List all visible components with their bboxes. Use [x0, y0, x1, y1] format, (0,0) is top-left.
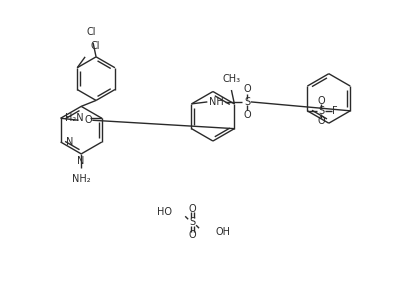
Text: F: F	[332, 106, 338, 116]
Text: S: S	[318, 106, 324, 116]
Text: H₂N: H₂N	[65, 113, 84, 123]
Text: NH₂: NH₂	[72, 174, 90, 184]
Text: CH₃: CH₃	[222, 74, 240, 84]
Text: O: O	[318, 96, 325, 106]
Text: O: O	[243, 84, 251, 94]
Text: OH: OH	[216, 227, 231, 237]
Text: HO: HO	[157, 207, 172, 217]
Text: O: O	[188, 230, 196, 240]
Text: O: O	[85, 115, 92, 125]
Text: O: O	[188, 204, 196, 214]
Text: Cl: Cl	[90, 41, 100, 51]
Text: N: N	[76, 156, 84, 166]
Text: O: O	[243, 110, 251, 120]
Text: Cl: Cl	[86, 27, 96, 37]
Text: S: S	[189, 217, 195, 227]
Text: NH: NH	[209, 97, 223, 107]
Text: O: O	[318, 116, 325, 126]
Text: N: N	[66, 137, 73, 147]
Text: S: S	[244, 97, 250, 107]
